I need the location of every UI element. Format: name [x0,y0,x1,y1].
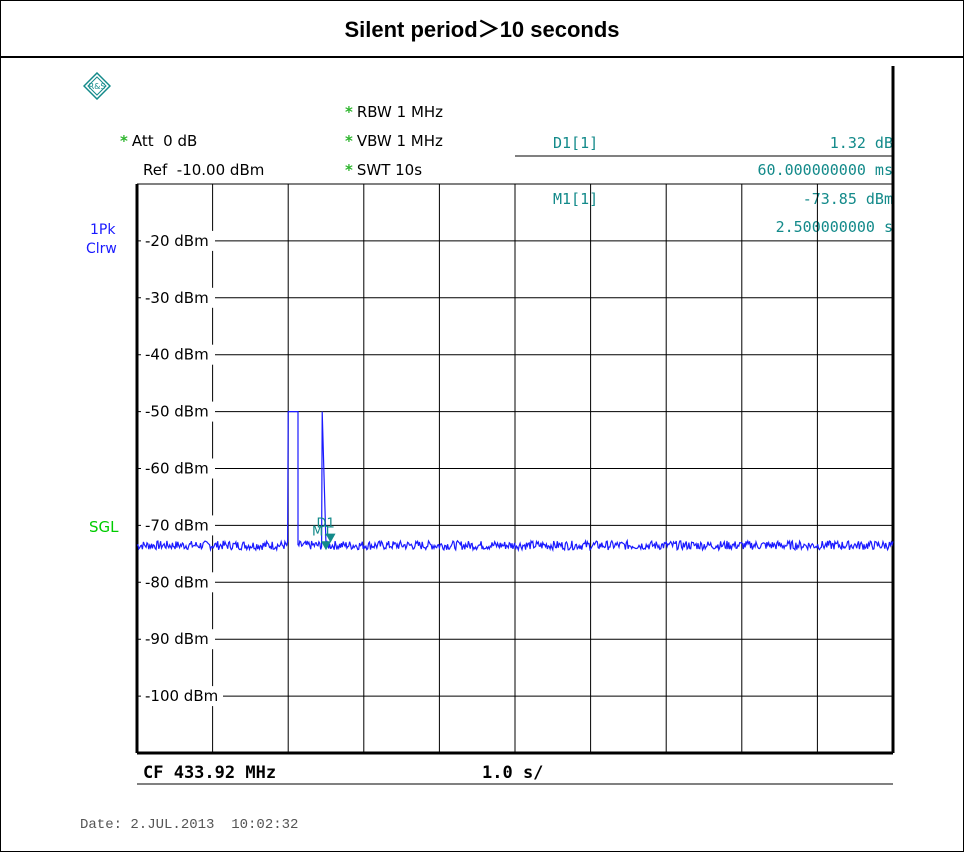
tick-label-bg [141,344,215,365]
star-icon: * [120,132,128,150]
trace-mode-1: 1Pk [90,222,116,238]
tick-label-bg [141,629,215,650]
y-tick-label: -30 dBm [145,289,209,307]
capture-date: Date: 2.JUL.2013 10:02:32 [80,817,299,833]
star-icon: * [345,103,353,121]
ref-label: Ref -10.00 dBm [143,161,265,179]
y-tick-label: -40 dBm [145,346,209,364]
trace-line [136,411,894,553]
vbw-setting: * VBW 1 MHz [345,132,443,150]
d1-time: 60.000000000 ms [757,161,893,179]
tick-label-bg [141,287,215,308]
y-tick-label: -60 dBm [145,460,209,478]
m1-time: 2.500000000 s [775,218,893,236]
svg-text:R&S: R&S [89,82,106,91]
vbw-label: VBW 1 MHz [356,132,443,150]
sgl-indicator: SGL [89,518,119,536]
marker-label: D1 [317,517,335,532]
star-icon: * [345,132,353,150]
trace-mode-2: Clrw [86,241,117,257]
rbw-label: RBW 1 MHz [356,103,444,121]
tick-label-bg [141,515,215,536]
tick-label-bg [141,572,215,593]
d1-label: D1[1] [553,134,599,152]
rohde-schwarz-logo-icon: R&S [83,72,111,100]
marker-triangle [325,533,336,543]
swt-label: SWT 10s [356,161,423,179]
att-setting: * Att 0 dB [120,132,197,150]
star-icon: * [345,161,353,179]
m1-label: M1[1] [553,190,599,208]
rbw-setting: * RBW 1 MHz [345,103,443,121]
marker-triangle [321,541,331,551]
m1-value: -73.85 dBm [802,190,893,208]
tick-label-bg [141,401,215,422]
tick-label-bg [141,458,215,479]
tick-label-bg [141,230,215,251]
tick-label-bg [141,686,223,707]
att-label: Att 0 dB [131,132,198,150]
y-tick-label: -90 dBm [145,630,209,648]
y-tick-label: -70 dBm [145,516,209,534]
ref-setting: Ref -10.00 dBm [143,161,264,179]
swt-setting: * SWT 10s [345,161,422,179]
y-tick-label: -20 dBm [145,232,209,250]
y-tick-label: -80 dBm [145,573,209,591]
y-tick-label: -100 dBm [145,687,218,705]
center-frequency: CF 433.92 MHz [143,763,277,783]
y-tick-label: -50 dBm [145,403,209,421]
page-title: Silent period＞10 seconds [0,0,964,58]
d1-value: 1.32 dB [829,134,893,152]
time-per-division: 1.0 s/ [482,763,544,783]
